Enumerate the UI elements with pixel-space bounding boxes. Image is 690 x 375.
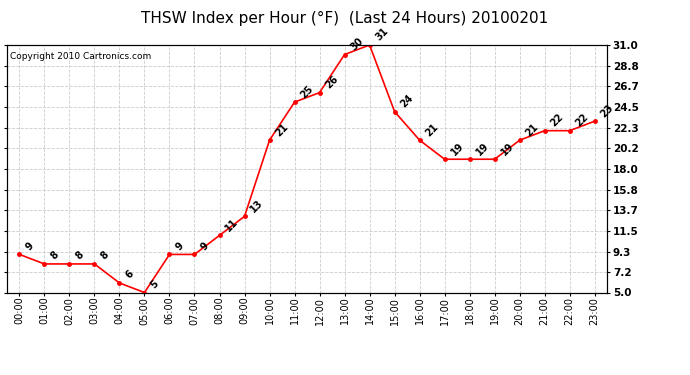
Text: 9: 9 xyxy=(23,240,35,252)
Text: 19: 19 xyxy=(474,141,491,157)
Text: 19: 19 xyxy=(499,141,515,157)
Text: 31: 31 xyxy=(374,26,391,43)
Text: 13: 13 xyxy=(248,198,265,214)
Text: 21: 21 xyxy=(424,122,440,138)
Text: 11: 11 xyxy=(224,217,240,233)
Text: 19: 19 xyxy=(448,141,465,157)
Text: 6: 6 xyxy=(124,269,135,281)
Text: 24: 24 xyxy=(399,93,415,110)
Text: 9: 9 xyxy=(199,240,210,252)
Text: 30: 30 xyxy=(348,36,365,52)
Text: 21: 21 xyxy=(524,122,540,138)
Text: 8: 8 xyxy=(48,250,61,262)
Text: 5: 5 xyxy=(148,279,161,290)
Text: 8: 8 xyxy=(74,250,86,262)
Text: 8: 8 xyxy=(99,250,110,262)
Text: 22: 22 xyxy=(549,112,565,129)
Text: 26: 26 xyxy=(324,74,340,90)
Text: 22: 22 xyxy=(574,112,591,129)
Text: THSW Index per Hour (°F)  (Last 24 Hours) 20100201: THSW Index per Hour (°F) (Last 24 Hours)… xyxy=(141,11,549,26)
Text: 21: 21 xyxy=(274,122,290,138)
Text: Copyright 2010 Cartronics.com: Copyright 2010 Cartronics.com xyxy=(10,53,151,62)
Text: 9: 9 xyxy=(174,240,186,252)
Text: 25: 25 xyxy=(299,83,315,100)
Text: 23: 23 xyxy=(599,102,615,119)
